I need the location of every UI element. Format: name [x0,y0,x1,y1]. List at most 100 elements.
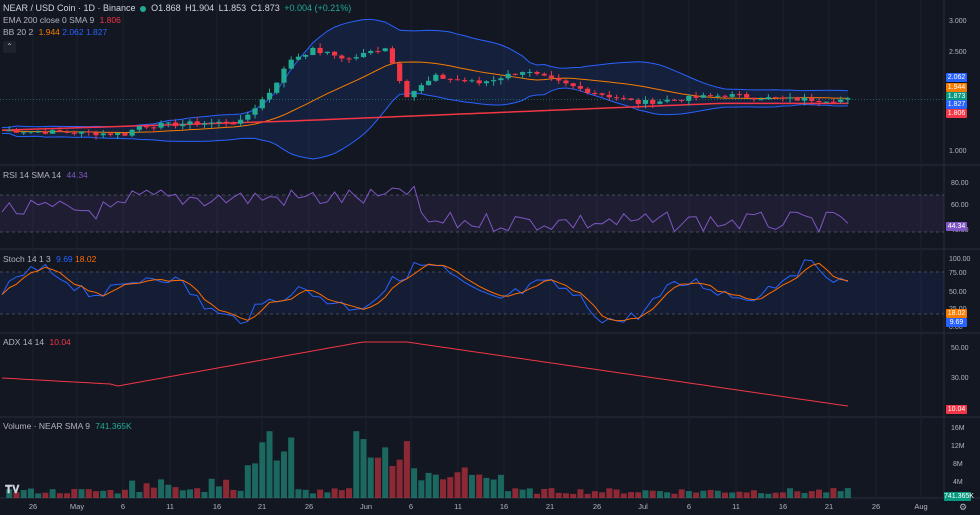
time-tick: 16 [778,502,788,511]
volume-bar [562,493,569,498]
candle-body [281,68,287,83]
volume-bar [620,493,627,498]
adx-line [1,341,848,407]
legend-bb[interactable]: BB 20 2 1.944 2.062 1.827 [3,27,107,38]
candle-body [707,95,714,97]
candle-body [339,55,345,59]
volume-tick: 8M [953,461,963,468]
candle-body [679,99,685,101]
volume-bar [35,493,42,498]
candle-body [491,80,497,82]
volume-bar [143,483,150,498]
volume-bar [823,492,830,498]
candle-body [136,126,142,130]
candle-body [303,55,309,57]
volume-bar [353,431,360,498]
volume-bar [512,488,519,498]
chevron-up-icon[interactable]: ⌃ [3,41,16,53]
legend-adx[interactable]: ADX 14 14 10.04 [3,337,71,348]
volume-bar [165,484,172,498]
stoch-k-tag: 9.69 [946,318,967,327]
candle-body [556,77,562,81]
bb-lower-tag: 1.827 [946,100,967,109]
time-tick: Jun [359,502,373,511]
volume-bar [613,489,620,498]
volume-bar [693,492,700,498]
change-value: +0.004 (+0.21%) [284,3,352,13]
ema-value: 1.806 [99,15,121,25]
candle-body [671,99,677,101]
symbol-title[interactable]: NEAR / USD Coin · 1D · Binance [3,3,136,13]
time-tick: Jul [638,502,648,511]
volume-bar [772,492,779,498]
time-tick: 16 [212,502,222,511]
volume-bar [317,489,324,498]
adx-tag: 10.04 [946,405,967,414]
candle-body [816,101,822,103]
volume-bar [837,491,844,498]
volume-bar [700,490,707,498]
volume-bar [129,480,136,498]
candle-body [686,95,692,101]
candle-body [512,73,518,75]
volume-bar [555,492,562,498]
volume-bar [20,490,27,498]
volume-bar [656,491,663,498]
ohlc-values: O1.868 H1.904 L1.853 C1.873 +0.004 (+0.2… [151,3,353,13]
adx-value: 10.04 [49,337,71,347]
legend-rsi[interactable]: RSI 14 SMA 14 44.34 [3,170,88,181]
candle-body [606,94,612,98]
time-tick: 21 [545,502,555,511]
candle-body [801,97,808,101]
candle-body [389,48,396,64]
candle-body [295,56,302,60]
bb-basis-line [1,61,848,134]
candle-body [418,85,424,91]
volume-tag: 741.365K [944,492,974,501]
time-tick: May [69,502,85,511]
volume-bar [114,493,121,498]
low-value: L1.853 [218,3,247,13]
volume-tick: 12M [951,443,965,450]
candle-body [462,80,468,82]
volume-bar [42,492,49,498]
volume-value: 741.365K [95,421,132,431]
tradingview-logo[interactable]: 𝐓𝐕 [5,484,20,496]
volume-bar [360,439,367,498]
candle-body [534,71,540,74]
volume-bar [389,465,396,498]
rsi-tag: 44.34 [946,222,967,231]
candle-body [86,131,92,133]
volume-bar [49,489,56,498]
legend-ema[interactable]: EMA 200 close 0 SMA 9 1.806 [3,15,121,26]
time-tick: 26 [304,502,314,511]
legend-volume[interactable]: Volume · NEAR SMA 9 741.365K [3,421,132,432]
volume-bar [396,459,403,498]
volume-bar [302,489,309,498]
legend-stoch[interactable]: Stoch 14 1 3 9.69 18.02 [3,254,96,265]
volume-bar [483,477,490,498]
volume-bar [577,489,584,498]
gear-icon[interactable]: ⚙ [959,502,968,512]
candle-body [765,97,771,100]
time-tick: 6 [408,502,414,511]
time-tick: 11 [166,502,174,511]
bb-basis-tag: 1.944 [946,83,967,92]
volume-bar [526,488,533,498]
candle-body [541,73,547,76]
candle-body [830,101,837,103]
open-value: O1.868 [151,3,181,13]
candle-body [592,93,598,95]
candle-body [498,78,504,81]
candle-body [454,79,461,81]
volume-bar [237,490,244,498]
candle-body [288,59,294,69]
volume-bar [440,479,447,498]
candle-body [563,80,569,84]
candle-body [635,99,641,104]
candle-body [613,97,620,99]
candle-body [42,131,48,134]
volume-bar [787,488,794,498]
stoch-label: Stoch 14 1 3 [3,254,51,264]
